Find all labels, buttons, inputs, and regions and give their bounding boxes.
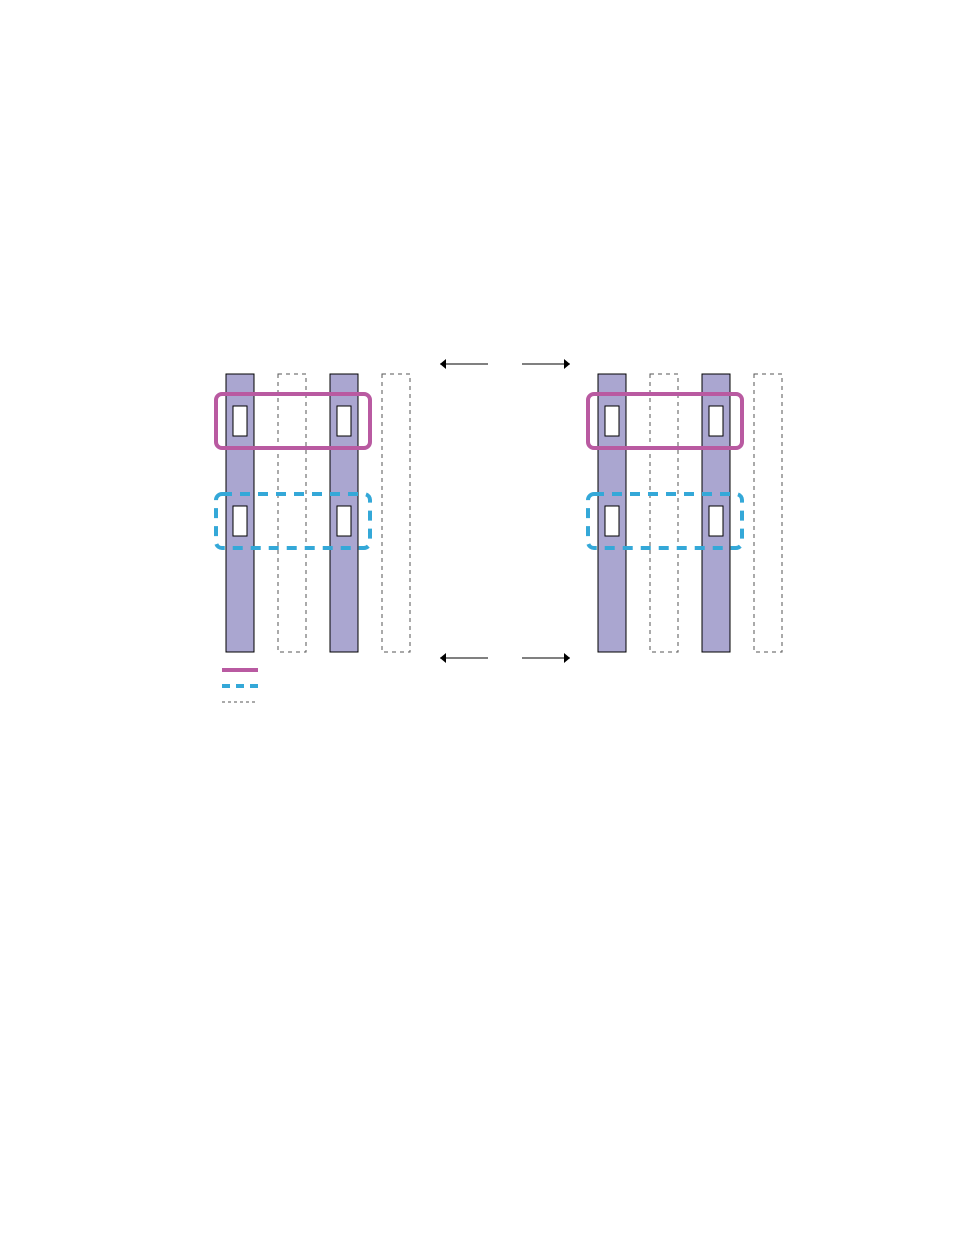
diagram-svg [0, 0, 954, 1235]
